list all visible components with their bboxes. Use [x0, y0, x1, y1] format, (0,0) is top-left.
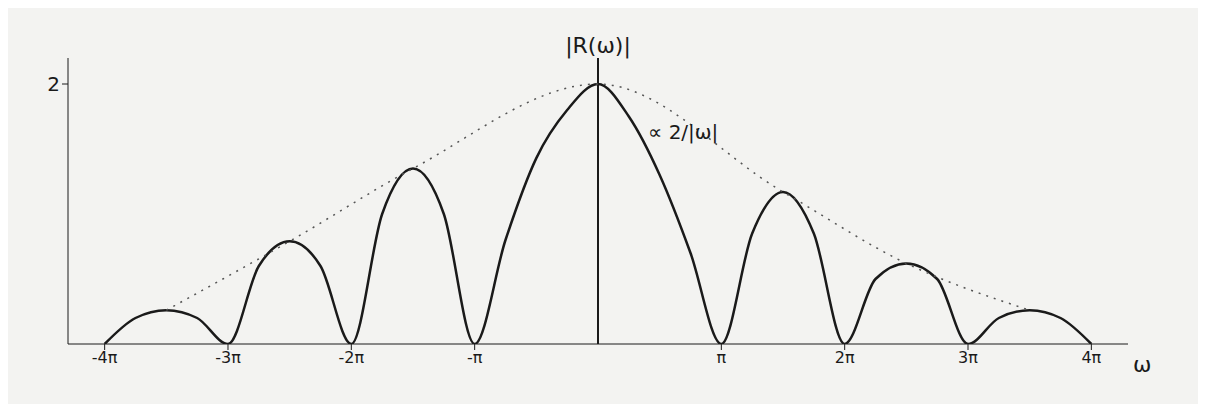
- svg-text:-3π: -3π: [215, 348, 241, 367]
- svg-text:ω: ω: [1133, 352, 1151, 377]
- svg-text:|R(ω)|: |R(ω)|: [565, 33, 631, 59]
- svg-text:-2π: -2π: [339, 348, 365, 367]
- svg-text:4π: 4π: [1081, 348, 1101, 367]
- svg-text:3π: 3π: [958, 348, 978, 367]
- svg-text:2π: 2π: [835, 348, 855, 367]
- svg-text:π: π: [717, 348, 727, 367]
- svg-text:-π: -π: [467, 348, 483, 367]
- svg-text:-4π: -4π: [92, 348, 118, 367]
- html-text:∝ 2/|ω|: ∝ 2/|ω|: [648, 120, 719, 144]
- svg-text:2: 2: [47, 72, 60, 96]
